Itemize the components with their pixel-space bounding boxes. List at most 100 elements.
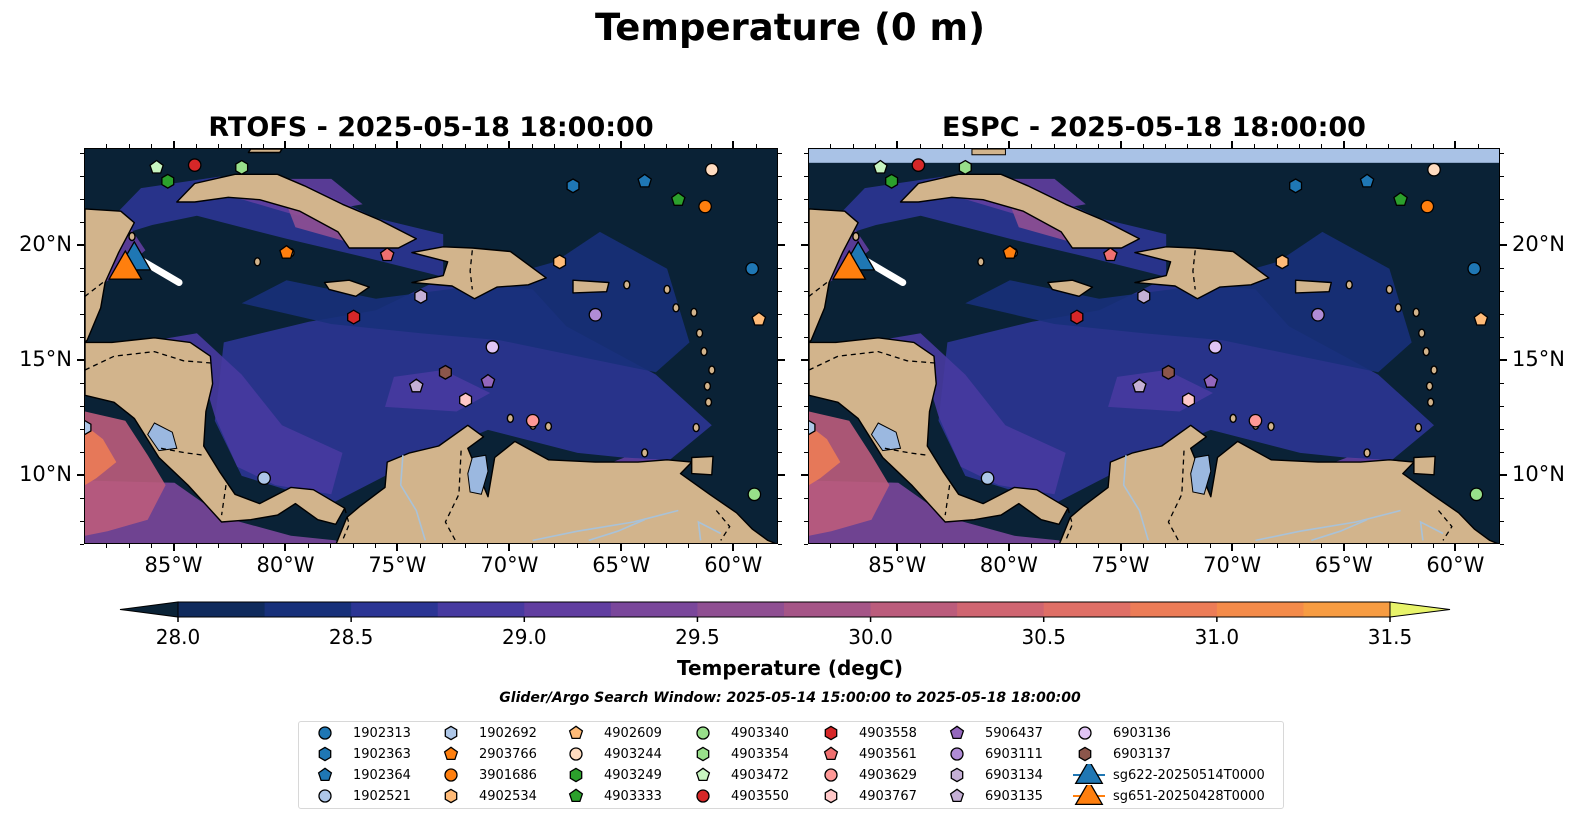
lon-tick-label: 65°W	[592, 553, 651, 577]
tick-mark	[1500, 474, 1504, 476]
river	[1419, 520, 1444, 541]
colorbar-segment	[957, 602, 1045, 617]
tick-mark	[80, 451, 84, 453]
legend-label: 4903561	[859, 746, 917, 762]
border-line	[809, 281, 828, 297]
tick-mark	[830, 544, 832, 548]
legend-marker	[569, 767, 583, 783]
rivers	[399, 455, 722, 542]
tick-mark	[1500, 221, 1504, 223]
tick-mark	[1477, 144, 1479, 148]
marker-6903135	[1132, 378, 1147, 393]
lon-tick-label: 80°W	[979, 553, 1038, 577]
tick-mark	[643, 544, 645, 548]
tick-mark	[1321, 144, 1323, 148]
island	[1385, 284, 1394, 295]
tick-mark	[804, 451, 808, 453]
marker-4903561	[1103, 247, 1118, 262]
tick-mark	[804, 544, 808, 545]
marker-1902692	[809, 420, 816, 436]
river	[1311, 518, 1368, 542]
lon-tick-label: 70°W	[1203, 553, 1262, 577]
border-line	[85, 281, 104, 297]
lake-maracaibo	[1190, 454, 1212, 495]
tick-mark	[778, 175, 782, 177]
legend-label: 4903333	[604, 788, 662, 804]
tick-mark	[486, 144, 488, 148]
tick-mark	[1433, 144, 1435, 148]
tick-mark	[80, 313, 84, 315]
legend-label: 1902692	[479, 725, 537, 741]
tick-mark	[804, 336, 808, 338]
tick-mark	[397, 544, 399, 548]
temperature-contour	[143, 333, 343, 495]
legend-item: 4903354	[689, 744, 789, 764]
map-panel-rtofs	[84, 148, 778, 544]
legend-item: 4903340	[689, 723, 789, 743]
tick-mark	[755, 144, 757, 148]
legend-item: 4903244	[562, 744, 662, 764]
tick-mark	[1500, 175, 1504, 177]
legend-item: 1902364	[311, 765, 411, 785]
legend-item: 4903629	[817, 765, 917, 785]
legend-marker	[1074, 764, 1104, 785]
tick-mark	[804, 313, 808, 315]
tick-mark	[464, 144, 466, 148]
river	[1122, 455, 1150, 541]
legend-swatch	[569, 747, 583, 761]
marker-6903111	[588, 307, 603, 322]
border-line	[469, 250, 473, 290]
tick-mark	[375, 144, 377, 148]
tick-mark	[80, 497, 84, 499]
legend-swatch	[318, 789, 332, 803]
tick-mark	[576, 144, 578, 148]
marker-6903135	[408, 378, 424, 393]
island	[128, 231, 136, 242]
land-puerto-rico	[1294, 279, 1332, 294]
tick-mark	[80, 152, 84, 154]
lat-tick-label: 15°N	[1512, 346, 1565, 371]
tick-mark	[830, 144, 832, 148]
island	[1425, 381, 1434, 391]
legend-swatch	[696, 726, 710, 740]
marker-5906437	[480, 373, 496, 388]
tick-mark	[80, 221, 84, 223]
island	[695, 328, 704, 338]
colorbar: 28.0 28.5 29.0 29.5 30.0 30.5 31.0 31.5	[119, 601, 1451, 649]
island	[977, 257, 985, 267]
colorbar-segment	[1303, 602, 1391, 617]
legend-swatch	[823, 746, 839, 761]
colorbar-extend-high	[1389, 601, 1451, 618]
island	[1418, 328, 1426, 338]
marker-4903244	[1427, 162, 1441, 177]
tick-mark	[195, 144, 197, 148]
tick-mark	[778, 290, 782, 292]
island	[703, 381, 712, 391]
colorbar-segment	[1216, 602, 1304, 617]
legend-item: 4903558	[817, 723, 917, 743]
tick-mark	[397, 144, 399, 148]
observation-markers	[809, 158, 1489, 502]
island	[1267, 421, 1275, 432]
tick-mark	[1500, 497, 1504, 499]
legend-item: 4903550	[689, 786, 789, 806]
legend-swatch	[444, 768, 458, 782]
legend-item: 1902692	[437, 723, 537, 743]
lon-tick-label: 80°W	[256, 553, 315, 577]
tick-mark	[1098, 544, 1100, 548]
legend-marker	[568, 788, 584, 803]
legend-item: 5906437	[943, 723, 1043, 743]
marker-6903137	[1161, 364, 1175, 380]
legend-item: 6903136	[1071, 723, 1171, 743]
tick-mark	[80, 544, 84, 545]
legend-label: 1902363	[353, 746, 411, 762]
marker-2903766	[1002, 244, 1018, 259]
tick-mark	[919, 544, 921, 548]
tick-mark	[80, 405, 84, 407]
tick-mark	[1477, 544, 1479, 548]
marker-4903340	[747, 487, 762, 502]
tick-mark	[1299, 144, 1301, 148]
land-trinidad	[1413, 455, 1436, 476]
island	[1363, 448, 1371, 458]
colorbar-segment	[697, 602, 785, 617]
